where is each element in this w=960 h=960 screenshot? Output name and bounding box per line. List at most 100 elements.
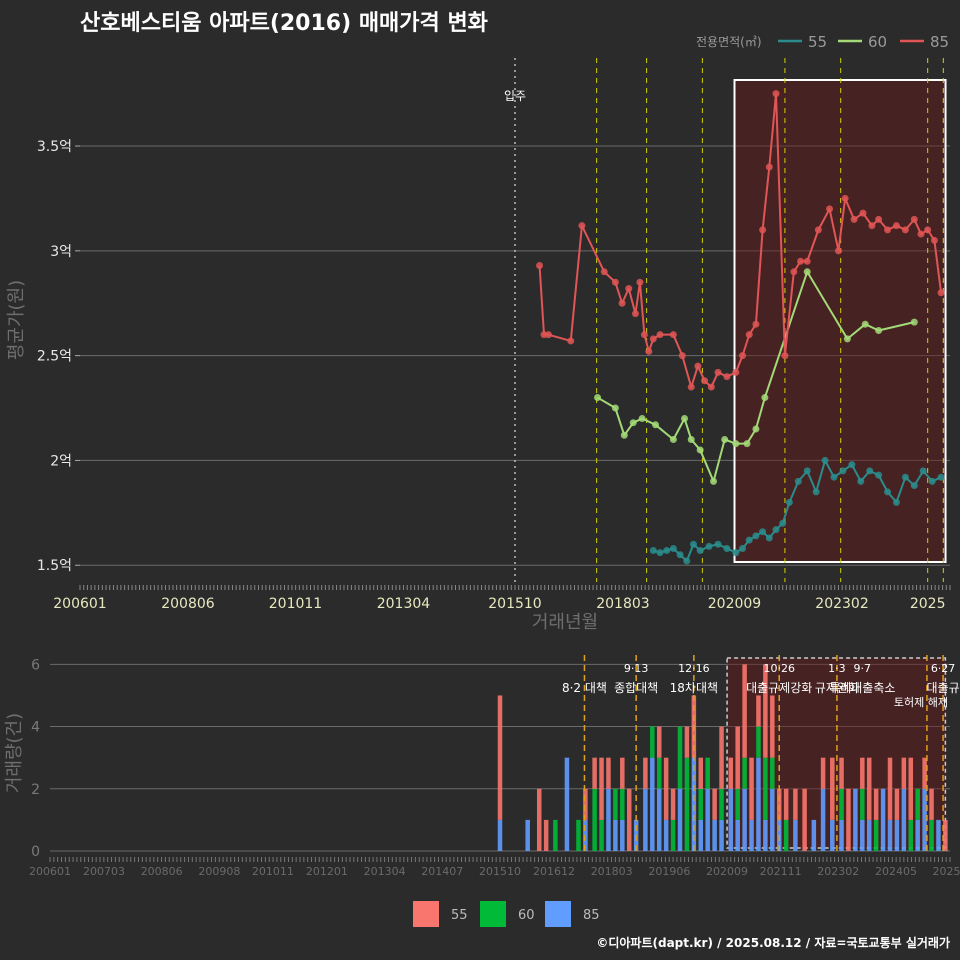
series-55-point bbox=[884, 488, 892, 496]
volume-bar-55 bbox=[643, 757, 648, 789]
series-85-point bbox=[781, 352, 789, 360]
x-tick-label: 202302 bbox=[817, 865, 859, 878]
policy-date: 9·7 bbox=[854, 662, 872, 675]
y-tick-label: 1.5억 bbox=[37, 558, 72, 574]
series-60-point bbox=[761, 394, 769, 402]
series-55-point bbox=[857, 477, 865, 485]
series-85-point bbox=[694, 362, 702, 370]
volume-bar-60 bbox=[677, 726, 683, 789]
series-85-point bbox=[759, 226, 767, 234]
series-55-point bbox=[812, 488, 820, 496]
volume-bar-60 bbox=[670, 819, 676, 851]
volume-bar-55 bbox=[497, 695, 503, 820]
series-55-point bbox=[676, 551, 684, 559]
series-60-point bbox=[710, 477, 718, 485]
volume-bar-55 bbox=[606, 757, 611, 789]
volume-bar-60 bbox=[929, 819, 934, 851]
volume-bar-85 bbox=[880, 788, 886, 851]
x-tick-label: 201612 bbox=[533, 865, 575, 878]
policy-date: 10·26 bbox=[763, 662, 795, 675]
legend-label-85: 85 bbox=[583, 908, 600, 923]
legend-label-85: 85 bbox=[930, 33, 949, 51]
series-60-point bbox=[611, 404, 619, 412]
x-tick-label: 20250 bbox=[933, 865, 960, 878]
volume-bar-55 bbox=[536, 788, 542, 851]
volume-bar-55 bbox=[830, 757, 835, 820]
legend-swatch-60 bbox=[480, 901, 506, 927]
volume-bar-60 bbox=[735, 788, 740, 820]
series-55-point bbox=[919, 467, 927, 475]
series-85-point bbox=[841, 194, 849, 202]
volume-bar-55 bbox=[626, 788, 632, 851]
legend-label-60: 60 bbox=[518, 908, 535, 923]
legend-title: 전용면적(㎡) bbox=[696, 35, 762, 49]
volume-panel: 0 2 4 6 200601 200703 200806 200908 201011 201201… bbox=[4, 655, 960, 878]
x-axis-label: 거래년월 bbox=[532, 612, 598, 633]
series-55-point bbox=[892, 498, 900, 506]
volume-bar-60 bbox=[576, 819, 581, 851]
series-85-point bbox=[924, 226, 932, 234]
series-55-point bbox=[649, 547, 657, 555]
legend-label-60: 60 bbox=[868, 33, 887, 51]
x-tick-label: 201011 bbox=[269, 596, 322, 612]
volume-bar-85 bbox=[613, 819, 618, 851]
series-55-point bbox=[745, 536, 753, 544]
series-60-point bbox=[721, 435, 729, 443]
volume-bar-60 bbox=[553, 819, 558, 851]
volume-bar-60 bbox=[705, 757, 710, 789]
volume-bar-85 bbox=[742, 788, 747, 851]
volume-bar-60 bbox=[742, 757, 747, 789]
bottom-legend: 55 60 85 bbox=[413, 901, 600, 927]
x-tick-label: 201201 bbox=[306, 865, 348, 878]
series-55-point bbox=[830, 473, 838, 481]
series-55-point bbox=[759, 528, 767, 536]
policy-label: 8·2 대책 bbox=[562, 680, 607, 695]
x-tick-label: 201011 bbox=[252, 865, 294, 878]
volume-bar-55 bbox=[735, 726, 740, 789]
series-85-point bbox=[631, 310, 639, 318]
series-85-point bbox=[868, 222, 876, 230]
volume-bar-60 bbox=[698, 788, 704, 820]
volume-bar-85 bbox=[525, 819, 530, 851]
series-60-point bbox=[629, 419, 637, 427]
series-55-point bbox=[772, 526, 780, 534]
volume-bar-60 bbox=[656, 757, 662, 789]
x-tick-label: 201510 bbox=[488, 596, 541, 612]
series-85-point bbox=[678, 352, 686, 360]
series-55-point bbox=[848, 461, 856, 469]
volume-bar-85 bbox=[705, 788, 710, 851]
volume-bar-55 bbox=[599, 757, 604, 820]
series-55-point bbox=[723, 544, 731, 552]
x-tick-label: 2025 bbox=[910, 596, 946, 612]
volume-bar-55 bbox=[820, 757, 826, 789]
volume-bar-55 bbox=[866, 757, 872, 820]
x-tick-label: 200806 bbox=[161, 596, 215, 612]
y-tick-label: 3억 bbox=[50, 244, 72, 260]
series-55-point bbox=[875, 471, 883, 479]
series-60-point bbox=[843, 335, 851, 343]
series-85-point bbox=[618, 299, 626, 307]
x-tick-label: 200806 bbox=[141, 865, 183, 878]
series-85-point bbox=[834, 247, 842, 255]
series-85-point bbox=[745, 331, 753, 339]
series-85-point bbox=[600, 268, 608, 276]
volume-bar-55 bbox=[712, 788, 717, 820]
volume-bar-55 bbox=[742, 664, 747, 758]
legend-label-55: 55 bbox=[808, 33, 827, 51]
x-tick-label: 202111 bbox=[760, 865, 802, 878]
volume-bar-55 bbox=[719, 726, 724, 789]
y-tick-label: 6 bbox=[31, 657, 40, 673]
volume-bar-55 bbox=[776, 788, 782, 820]
series-85-point bbox=[917, 230, 925, 238]
series-85-point bbox=[765, 163, 773, 171]
series-55-point bbox=[785, 498, 793, 506]
series-55-point bbox=[937, 473, 945, 481]
x-tick-label: 200703 bbox=[83, 865, 125, 878]
series-85-point bbox=[910, 215, 918, 223]
volume-bar-85 bbox=[839, 819, 844, 851]
volume-bar-85 bbox=[811, 819, 817, 851]
series-85-point bbox=[640, 331, 648, 339]
x-tick-label: 201803 bbox=[596, 596, 649, 612]
series-85-point bbox=[645, 347, 653, 355]
